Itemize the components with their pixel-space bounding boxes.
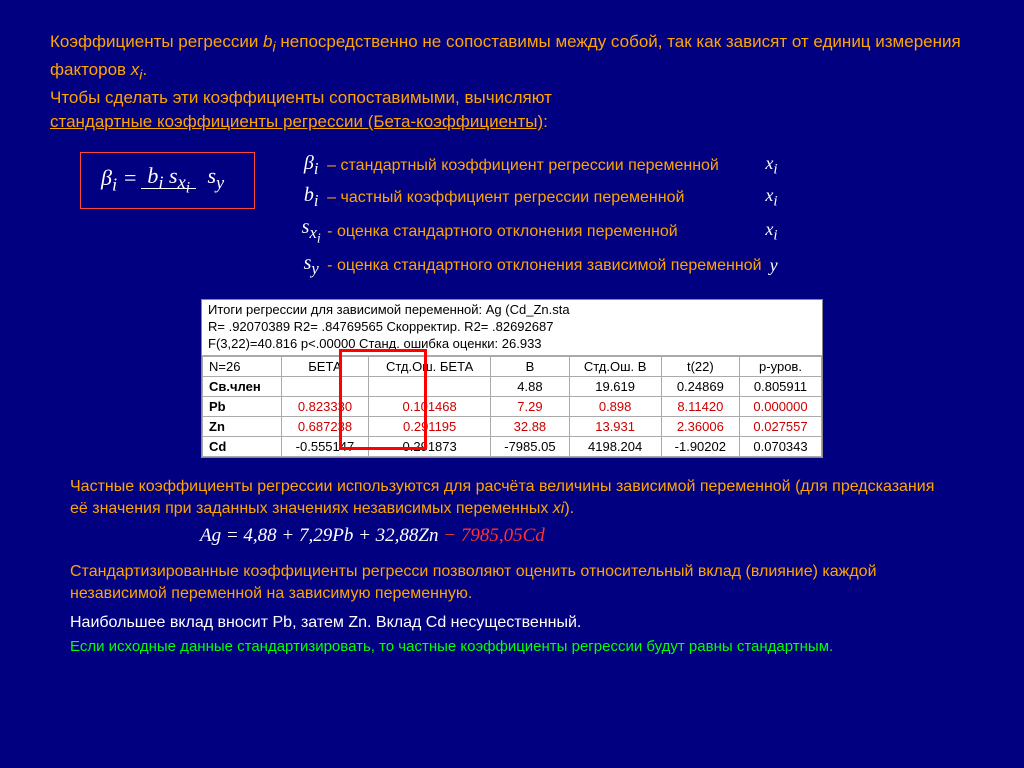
paragraph-note: Если исходные данные стандартизировать, … [70, 638, 954, 655]
symbol-definitions: βi– стандартный коэффициент регрессии пе… [295, 152, 777, 284]
table-row: Zn 0.6872380.29119532.8813.9312.360060.0… [203, 417, 822, 437]
table-row: Pb 0.8233300.1014687.290.8988.114200.000… [203, 397, 822, 417]
paragraph-partial-coeff: Частные коэффициенты регрессии использую… [70, 476, 954, 519]
paragraph-contribution: Наибольшее вклад вносит Pb, затем Zn. Вк… [70, 614, 954, 632]
paragraph-standardized: Стандартизированные коэффициенты регресс… [70, 561, 954, 604]
intro-text: Коэффициенты регрессии bi непосредственн… [50, 30, 974, 134]
beta-formula: βi = bi sxi sy [80, 152, 255, 209]
n-label: N=26 [203, 357, 282, 377]
regression-equation: Ag = 4,88 + 7,29Pb + 32,88Zn − 7985,05Cd [200, 525, 974, 547]
table-row: Cd -0.5551470.291873-7985.054198.204-1.9… [203, 437, 822, 457]
regression-table: Итоги регрессии для зависимой переменной… [50, 299, 974, 458]
table-row: Св.член 4.8819.6190.248690.805911 [203, 377, 822, 397]
